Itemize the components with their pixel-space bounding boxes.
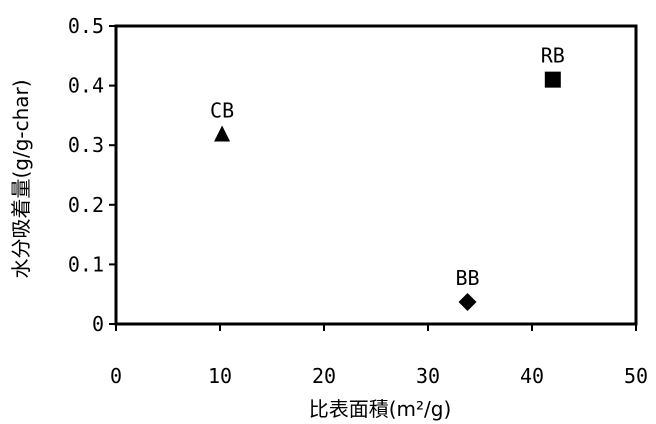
point-label-cb: CB <box>210 98 234 122</box>
x-tick-label: 30 <box>416 364 440 388</box>
x-axis-title: 比表面積(m²/g) <box>309 397 452 421</box>
y-tick-label: 0.4 <box>68 74 104 98</box>
y-tick-label: 0.1 <box>68 252 104 276</box>
x-tick-label: 50 <box>624 364 648 388</box>
point-cb-triangle-marker <box>214 125 231 142</box>
y-tick-label: 0.3 <box>68 133 104 157</box>
x-tick-label: 0 <box>110 364 122 388</box>
y-axis-title: 水分吸着量(g/g-char) <box>9 79 33 278</box>
y-tick-label: 0 <box>92 312 104 336</box>
point-bb-diamond-marker <box>458 292 477 311</box>
plot-area <box>114 24 638 326</box>
x-axis: 0 10 20 30 40 50 <box>110 324 648 388</box>
y-axis: 0 0.1 0.2 0.3 0.4 0.5 <box>68 14 116 336</box>
y-tick-label: 0.5 <box>68 14 104 38</box>
y-tick-label: 0.2 <box>68 193 104 217</box>
x-tick-label: 10 <box>208 364 232 388</box>
x-tick-label: 20 <box>312 364 336 388</box>
data-points: CB BB RB <box>210 44 565 311</box>
plot-border <box>114 24 638 326</box>
point-label-rb: RB <box>541 44 565 68</box>
point-label-bb: BB <box>455 266 479 290</box>
point-rb-square-marker <box>544 71 561 88</box>
x-tick-label: 40 <box>520 364 544 388</box>
